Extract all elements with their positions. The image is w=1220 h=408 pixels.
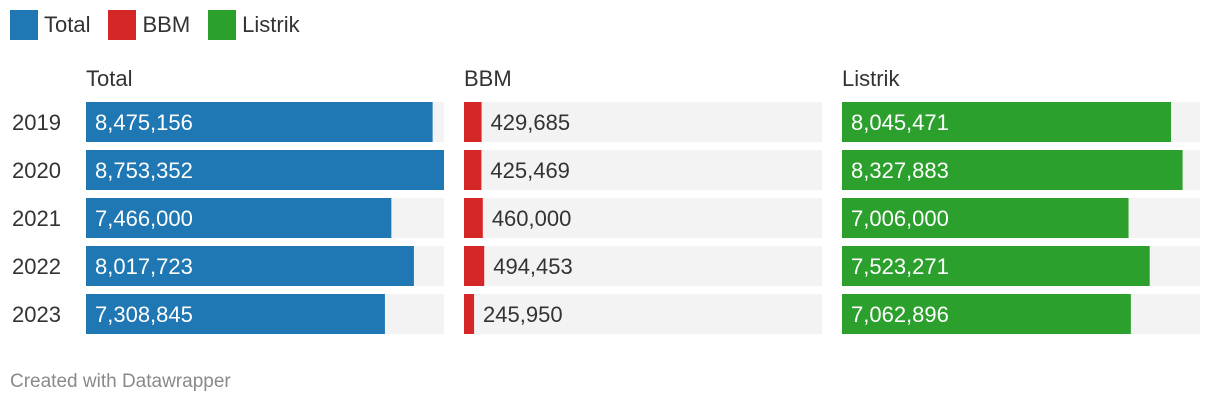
value-label-listrik-2021: 7,006,000 [851,206,949,231]
bar-bbm-2022 [464,246,485,286]
bar-bbm-2019 [464,102,482,142]
value-label-total-2020: 8,753,352 [95,158,193,183]
legend-swatch-bbm [108,10,137,40]
legend-swatch-listrik [208,10,237,40]
legend-item-total: Total [10,10,90,40]
value-label-listrik-2022: 7,523,271 [851,254,949,279]
bar-bbm-2021 [464,198,483,238]
row-label-2022: 2022 [12,254,61,279]
legend: Total BBM Listrik [10,10,318,40]
bar-bbm-2020 [464,150,482,190]
panel-title-bbm: BBM [464,66,512,91]
bar-total-2019 [86,102,433,142]
row-label-2019: 2019 [12,110,61,135]
bar-bg-bbm-2023 [464,294,822,334]
bar-chart: 2019 2020 2021 2022 2023 Total 8,475,156 8,753,… [12,66,1200,334]
legend-label-listrik: Listrik [242,12,300,37]
bar-bg-bbm-2022 [464,246,822,286]
bar-bg-bbm-2019 [464,102,822,142]
panel-title-total: Total [86,66,132,91]
value-label-total-2022: 8,017,723 [95,254,193,279]
legend-label-bbm: BBM [142,12,191,37]
value-label-bbm-2020: 425,469 [490,158,570,183]
bar-total-2023 [86,294,385,334]
row-label-2023: 2023 [12,302,61,327]
value-label-bbm-2022: 494,453 [493,254,573,279]
legend-label-total: Total [44,12,91,37]
bar-bg-bbm-2020 [464,150,822,190]
bar-bg-bbm-2021 [464,198,822,238]
bar-bbm-2023 [464,294,475,334]
bar-listrik-2022 [842,246,1150,286]
legend-swatch-total [10,10,38,40]
row-label-2020: 2020 [12,158,61,183]
bar-total-2021 [86,198,392,238]
bar-listrik-2021 [842,198,1129,238]
value-label-total-2019: 8,475,156 [95,110,193,135]
value-label-total-2021: 7,466,000 [95,206,193,231]
value-label-listrik-2023: 7,062,896 [851,302,949,327]
footer-credit: Created with Datawrapper [10,371,231,392]
bar-listrik-2023 [842,294,1131,334]
legend-item-listrik: Listrik [208,10,300,40]
bar-total-2020 [86,150,444,190]
bar-listrik-2019 [842,102,1172,142]
row-label-2021: 2021 [12,206,61,231]
value-label-bbm-2021: 460,000 [492,206,572,231]
value-label-listrik-2019: 8,045,471 [851,110,949,135]
value-label-bbm-2023: 245,950 [483,302,563,327]
bar-total-2022 [86,246,414,286]
legend-item-bbm: BBM [108,10,190,40]
value-label-bbm-2019: 429,685 [491,110,571,135]
value-label-total-2023: 7,308,845 [95,302,193,327]
bar-listrik-2020 [842,150,1183,190]
panel-title-listrik: Listrik [842,66,900,91]
value-label-listrik-2020: 8,327,883 [851,158,949,183]
